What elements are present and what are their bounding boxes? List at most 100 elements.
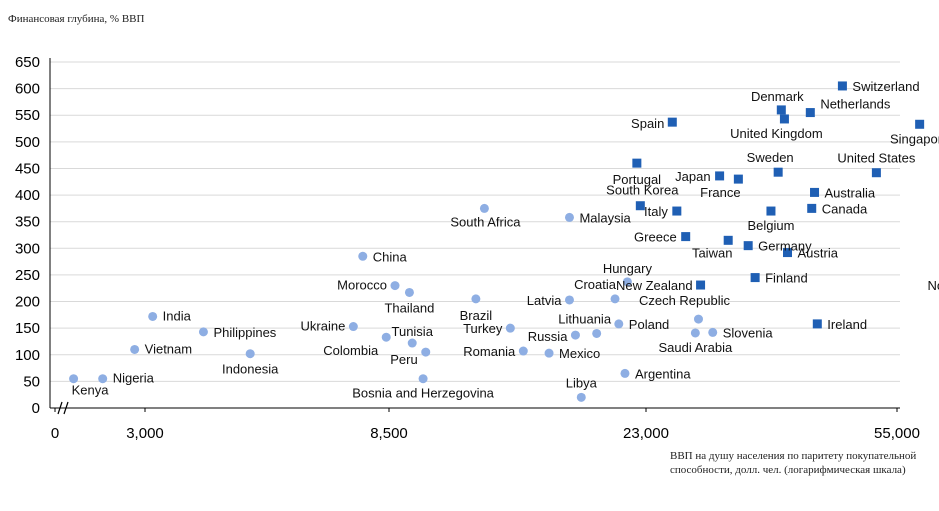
point-bosnia-and-herzegovina <box>418 374 428 384</box>
label-argentina: Argentina <box>635 366 691 381</box>
label-belgium: Belgium <box>747 218 794 233</box>
label-mexico: Mexico <box>559 346 600 361</box>
label-latvia: Latvia <box>527 293 562 308</box>
point-france <box>733 174 743 184</box>
label-lithuania: Lithuania <box>558 311 612 326</box>
point-morocco <box>390 281 400 291</box>
label-new-zealand: New Zealand <box>616 278 693 293</box>
y-tick-labels: 0 50 100 150 200 250 300 350 400 450 500 550 600 650 <box>15 54 40 417</box>
label-italy: Italy <box>644 204 668 219</box>
point-argentina <box>620 368 630 378</box>
point-sweden <box>773 167 783 177</box>
y-tick-label: 350 <box>15 214 40 231</box>
y-tick-label: 50 <box>23 373 40 390</box>
label-croatia: Croatia <box>574 277 617 292</box>
point-czech-republic <box>693 314 703 324</box>
point-denmark <box>776 105 786 115</box>
point-malaysia <box>564 212 574 222</box>
point-united-kingdom <box>779 114 789 124</box>
point-taiwan <box>723 235 733 245</box>
y-tick-label: 400 <box>15 187 40 204</box>
label-taiwan: Taiwan <box>692 245 732 260</box>
point-slovenia <box>708 327 718 337</box>
y-axis-title: Финансовая глубина, % ВВП <box>8 13 145 25</box>
label-south-korea: South Korea <box>606 183 679 198</box>
label-finland: Finland <box>765 271 808 286</box>
label-denmark: Denmark <box>751 89 804 104</box>
label-sweden: Sweden <box>747 150 794 165</box>
y-tick-label: 650 <box>15 54 40 71</box>
x-tick-label: 8,500 <box>370 425 408 442</box>
y-tick-label: 500 <box>15 134 40 151</box>
label-spain: Spain <box>631 116 664 131</box>
point-australia <box>810 187 820 197</box>
y-tick-label: 100 <box>15 347 40 364</box>
label-greece: Greece <box>634 230 677 245</box>
x-tick-labels: 0 3,000 8,500 23,000 55,000 <box>51 425 920 442</box>
label-japan: Japan <box>675 169 710 184</box>
x-axis-title: ВВП на душу населения по паритету покупа… <box>670 450 917 476</box>
point-poland <box>614 319 624 329</box>
point-vietnam <box>130 344 140 354</box>
label-kenya: Kenya <box>72 383 110 398</box>
point-netherlands <box>805 108 815 118</box>
point-nigeria <box>98 374 108 384</box>
label-morocco: Morocco <box>337 278 387 293</box>
point-turkey <box>505 323 515 333</box>
x-tick-label: 55,000 <box>874 425 920 442</box>
label-brazil: Brazil <box>460 308 493 323</box>
point-libya <box>576 392 586 402</box>
point-finland <box>750 273 760 283</box>
label-portugal: Portugal <box>613 172 662 187</box>
x-tick-label: 0 <box>51 425 59 442</box>
axis-break-mark <box>63 401 69 415</box>
y-tick-label: 450 <box>15 160 40 177</box>
label-china: China <box>373 249 408 264</box>
point-spain <box>667 117 677 127</box>
point-belgium <box>766 206 776 216</box>
point-russia <box>570 330 580 340</box>
point-austria <box>783 248 793 258</box>
point-ukraine <box>348 322 358 332</box>
label-ireland: Ireland <box>827 317 867 332</box>
data-points <box>69 81 925 402</box>
y-tick-label: 250 <box>15 267 40 284</box>
label-peru: Peru <box>390 352 417 367</box>
label-vietnam: Vietnam <box>145 341 192 356</box>
point-mexico <box>544 348 554 358</box>
label-tunisia: Tunisia <box>392 324 434 339</box>
point-croatia <box>610 294 620 304</box>
y-tick-label: 200 <box>15 294 40 311</box>
point-latvia <box>564 295 574 305</box>
point-canada <box>807 203 817 213</box>
label-netherlands: Netherlands <box>820 97 891 112</box>
label-switzerland: Switzerland <box>852 79 919 94</box>
label-romania: Romania <box>463 344 516 359</box>
label-malaysia: Malaysia <box>579 210 631 225</box>
grid <box>50 61 900 382</box>
point-greece <box>681 232 691 242</box>
label-austria: Austria <box>798 246 839 261</box>
label-south-africa: South Africa <box>450 214 521 229</box>
point-switzerland <box>837 81 847 91</box>
point-romania <box>518 346 528 356</box>
label-france: France <box>700 185 740 200</box>
point-singapore <box>915 119 925 129</box>
point-peru <box>421 347 431 357</box>
label-singapore: Singapore <box>890 131 939 146</box>
point-china <box>358 251 368 261</box>
label-philippines: Philippines <box>213 325 276 340</box>
point-new-zealand <box>696 280 706 290</box>
label-turkey: Turkey <box>463 321 503 336</box>
point-south-korea <box>635 201 645 211</box>
label-libya: Libya <box>566 375 598 390</box>
point-saudi-arabia <box>690 328 700 338</box>
label-nigeria: Nigeria <box>113 371 155 386</box>
label-bosnia-and-herzegovina: Bosnia and Herzegovina <box>352 386 494 401</box>
point-thailand <box>404 287 414 297</box>
point-portugal <box>632 158 642 168</box>
y-tick-label: 600 <box>15 81 40 98</box>
label-india: India <box>163 308 192 323</box>
y-tick-label: 150 <box>15 320 40 337</box>
